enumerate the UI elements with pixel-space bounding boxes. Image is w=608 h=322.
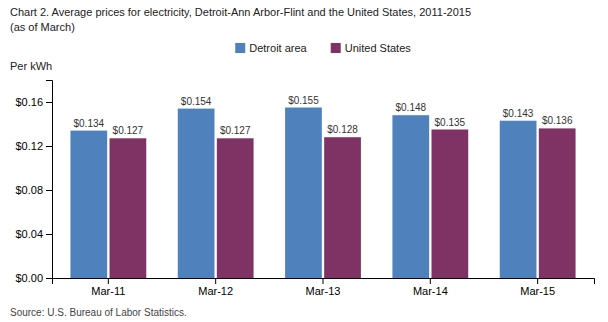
bar xyxy=(178,109,215,278)
x-tick-mark xyxy=(215,278,216,284)
x-tick: Mar-13 xyxy=(306,278,341,297)
legend-item: Detroit area xyxy=(235,42,307,54)
y-tick-mark xyxy=(46,190,52,191)
subtitle: (as of March) xyxy=(10,21,75,33)
legend-swatch xyxy=(235,43,245,53)
data-label: $0.134 xyxy=(74,118,105,129)
x-tick-mark xyxy=(108,278,109,284)
data-label: $0.155 xyxy=(288,95,319,106)
x-tick-label: Mar-14 xyxy=(413,285,448,297)
y-tick: $0.12 xyxy=(15,140,52,152)
title: Chart 2. Average prices for electricity,… xyxy=(10,6,471,18)
bar xyxy=(110,138,147,278)
bars xyxy=(70,108,575,279)
y-tick-mark xyxy=(46,234,52,235)
x-tick-mark xyxy=(323,278,324,284)
x-tick: Mar-11 xyxy=(91,278,125,297)
x-tick-label: Mar-15 xyxy=(520,285,555,297)
y-tick-mark xyxy=(46,278,52,279)
bar xyxy=(217,138,254,278)
y-tick-label: $0.12 xyxy=(15,140,43,152)
x-tick-label: Mar-13 xyxy=(306,285,341,297)
data-labels: $0.134 $0.154 $0.155 $0.148 $0.143 $0.127 $0.1… xyxy=(74,95,573,137)
legend-swatch xyxy=(331,43,341,53)
x-tick-label: Mar-11 xyxy=(91,285,125,297)
data-label: $0.128 xyxy=(327,124,358,135)
y-tick-label: $0.04 xyxy=(15,228,43,240)
x-tick-label: Mar-12 xyxy=(198,285,233,297)
y-tick-mark xyxy=(46,146,52,147)
data-label: $0.135 xyxy=(435,117,466,128)
bar xyxy=(285,108,322,279)
y-tick: $0.08 xyxy=(15,184,52,196)
data-label: $0.148 xyxy=(395,102,426,113)
legend: Detroit area United States xyxy=(235,42,411,54)
x-tick: Mar-15 xyxy=(520,278,555,297)
x-axis: Mar-11 Mar-12 Mar-13 Mar-14 Mar-15 xyxy=(53,278,595,297)
x-tick: Mar-14 xyxy=(413,278,448,297)
y-axis: $0.00 $0.04 $0.08 $0.12 $0.16 xyxy=(15,81,52,285)
data-label: $0.127 xyxy=(220,125,251,136)
bar xyxy=(392,115,429,278)
data-label: $0.136 xyxy=(542,115,573,126)
data-label: $0.127 xyxy=(113,125,144,136)
y-axis-label: Per kWh xyxy=(10,60,52,72)
y-axis-line xyxy=(46,81,53,279)
y-tick: $0.04 xyxy=(15,228,52,240)
bar xyxy=(324,137,361,278)
data-label: $0.143 xyxy=(503,108,534,119)
bar xyxy=(500,121,537,278)
annotation: Source: U.S. Bureau of Labor Statistics. xyxy=(10,307,187,318)
bar xyxy=(70,131,107,278)
chart-svg: Chart 2. Average prices for electricity,… xyxy=(0,0,608,322)
y-tick: $0.00 xyxy=(15,272,52,284)
x-tick-mark xyxy=(430,278,431,284)
legend-item: United States xyxy=(331,42,412,54)
bar xyxy=(539,128,576,278)
y-tick-mark xyxy=(46,102,52,103)
bar xyxy=(431,130,468,279)
y-tick-label: $0.00 xyxy=(15,272,43,284)
data-label: $0.154 xyxy=(181,96,212,107)
legend-label: Detroit area xyxy=(249,42,307,54)
x-tick-mark xyxy=(537,278,538,284)
chart-container: Chart 2. Average prices for electricity,… xyxy=(0,0,608,322)
x-axis-line xyxy=(53,279,595,285)
y-tick-label: $0.08 xyxy=(15,184,43,196)
legend-label: United States xyxy=(345,42,412,54)
x-tick: Mar-12 xyxy=(198,278,233,297)
y-tick-label: $0.16 xyxy=(15,96,43,108)
y-tick: $0.16 xyxy=(15,96,52,108)
